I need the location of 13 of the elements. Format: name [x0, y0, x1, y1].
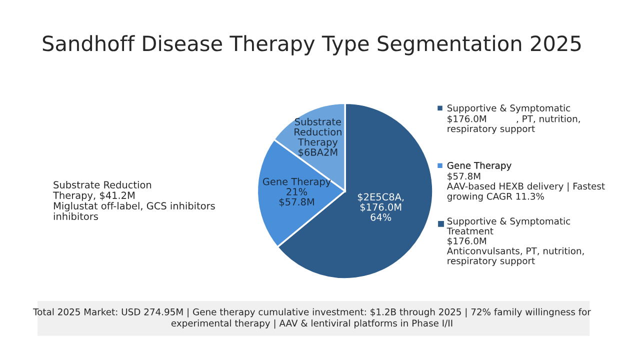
text: Substrate Reduction Therapy, $41.2M Miglustat off-label, GCS inhibitors inhibitors [53, 180, 215, 220]
text: Supportive & Symptomatic Treatment $176.0M Anticonvulsants, PT, nutrition, respiratory support [446, 218, 584, 266]
text: $2E5C8A, $176.0M 64% [358, 193, 404, 221]
legend-label: Gene Therapy [447, 162, 512, 171]
slice-label: Substrate Reduction Therapy [294, 118, 342, 148]
text: $57.8M AAV-based HEXB delivery | Fastest growing CAGR 11.3% [446, 172, 605, 202]
text: $6BA2M [298, 148, 338, 158]
text: $176.0M , PT, nutrition, respiratory support [448, 115, 580, 134]
chart-title: Sandhoff Disease Therapy Type Segmentation 2025 [42, 35, 581, 56]
legend-label: Supportive & Symptomatic [447, 104, 570, 114]
text: 21% $57.8M [279, 188, 314, 207]
text: Total 2025 Market: USD 274.95M | Gene therapy cumulative investment: $1.2B through 2025 | 72% family willingness for experimental therapy | AAV & lentiviral platforms in Phase I/II [33, 308, 591, 329]
slice-label: Gene Therapy [262, 178, 331, 188]
